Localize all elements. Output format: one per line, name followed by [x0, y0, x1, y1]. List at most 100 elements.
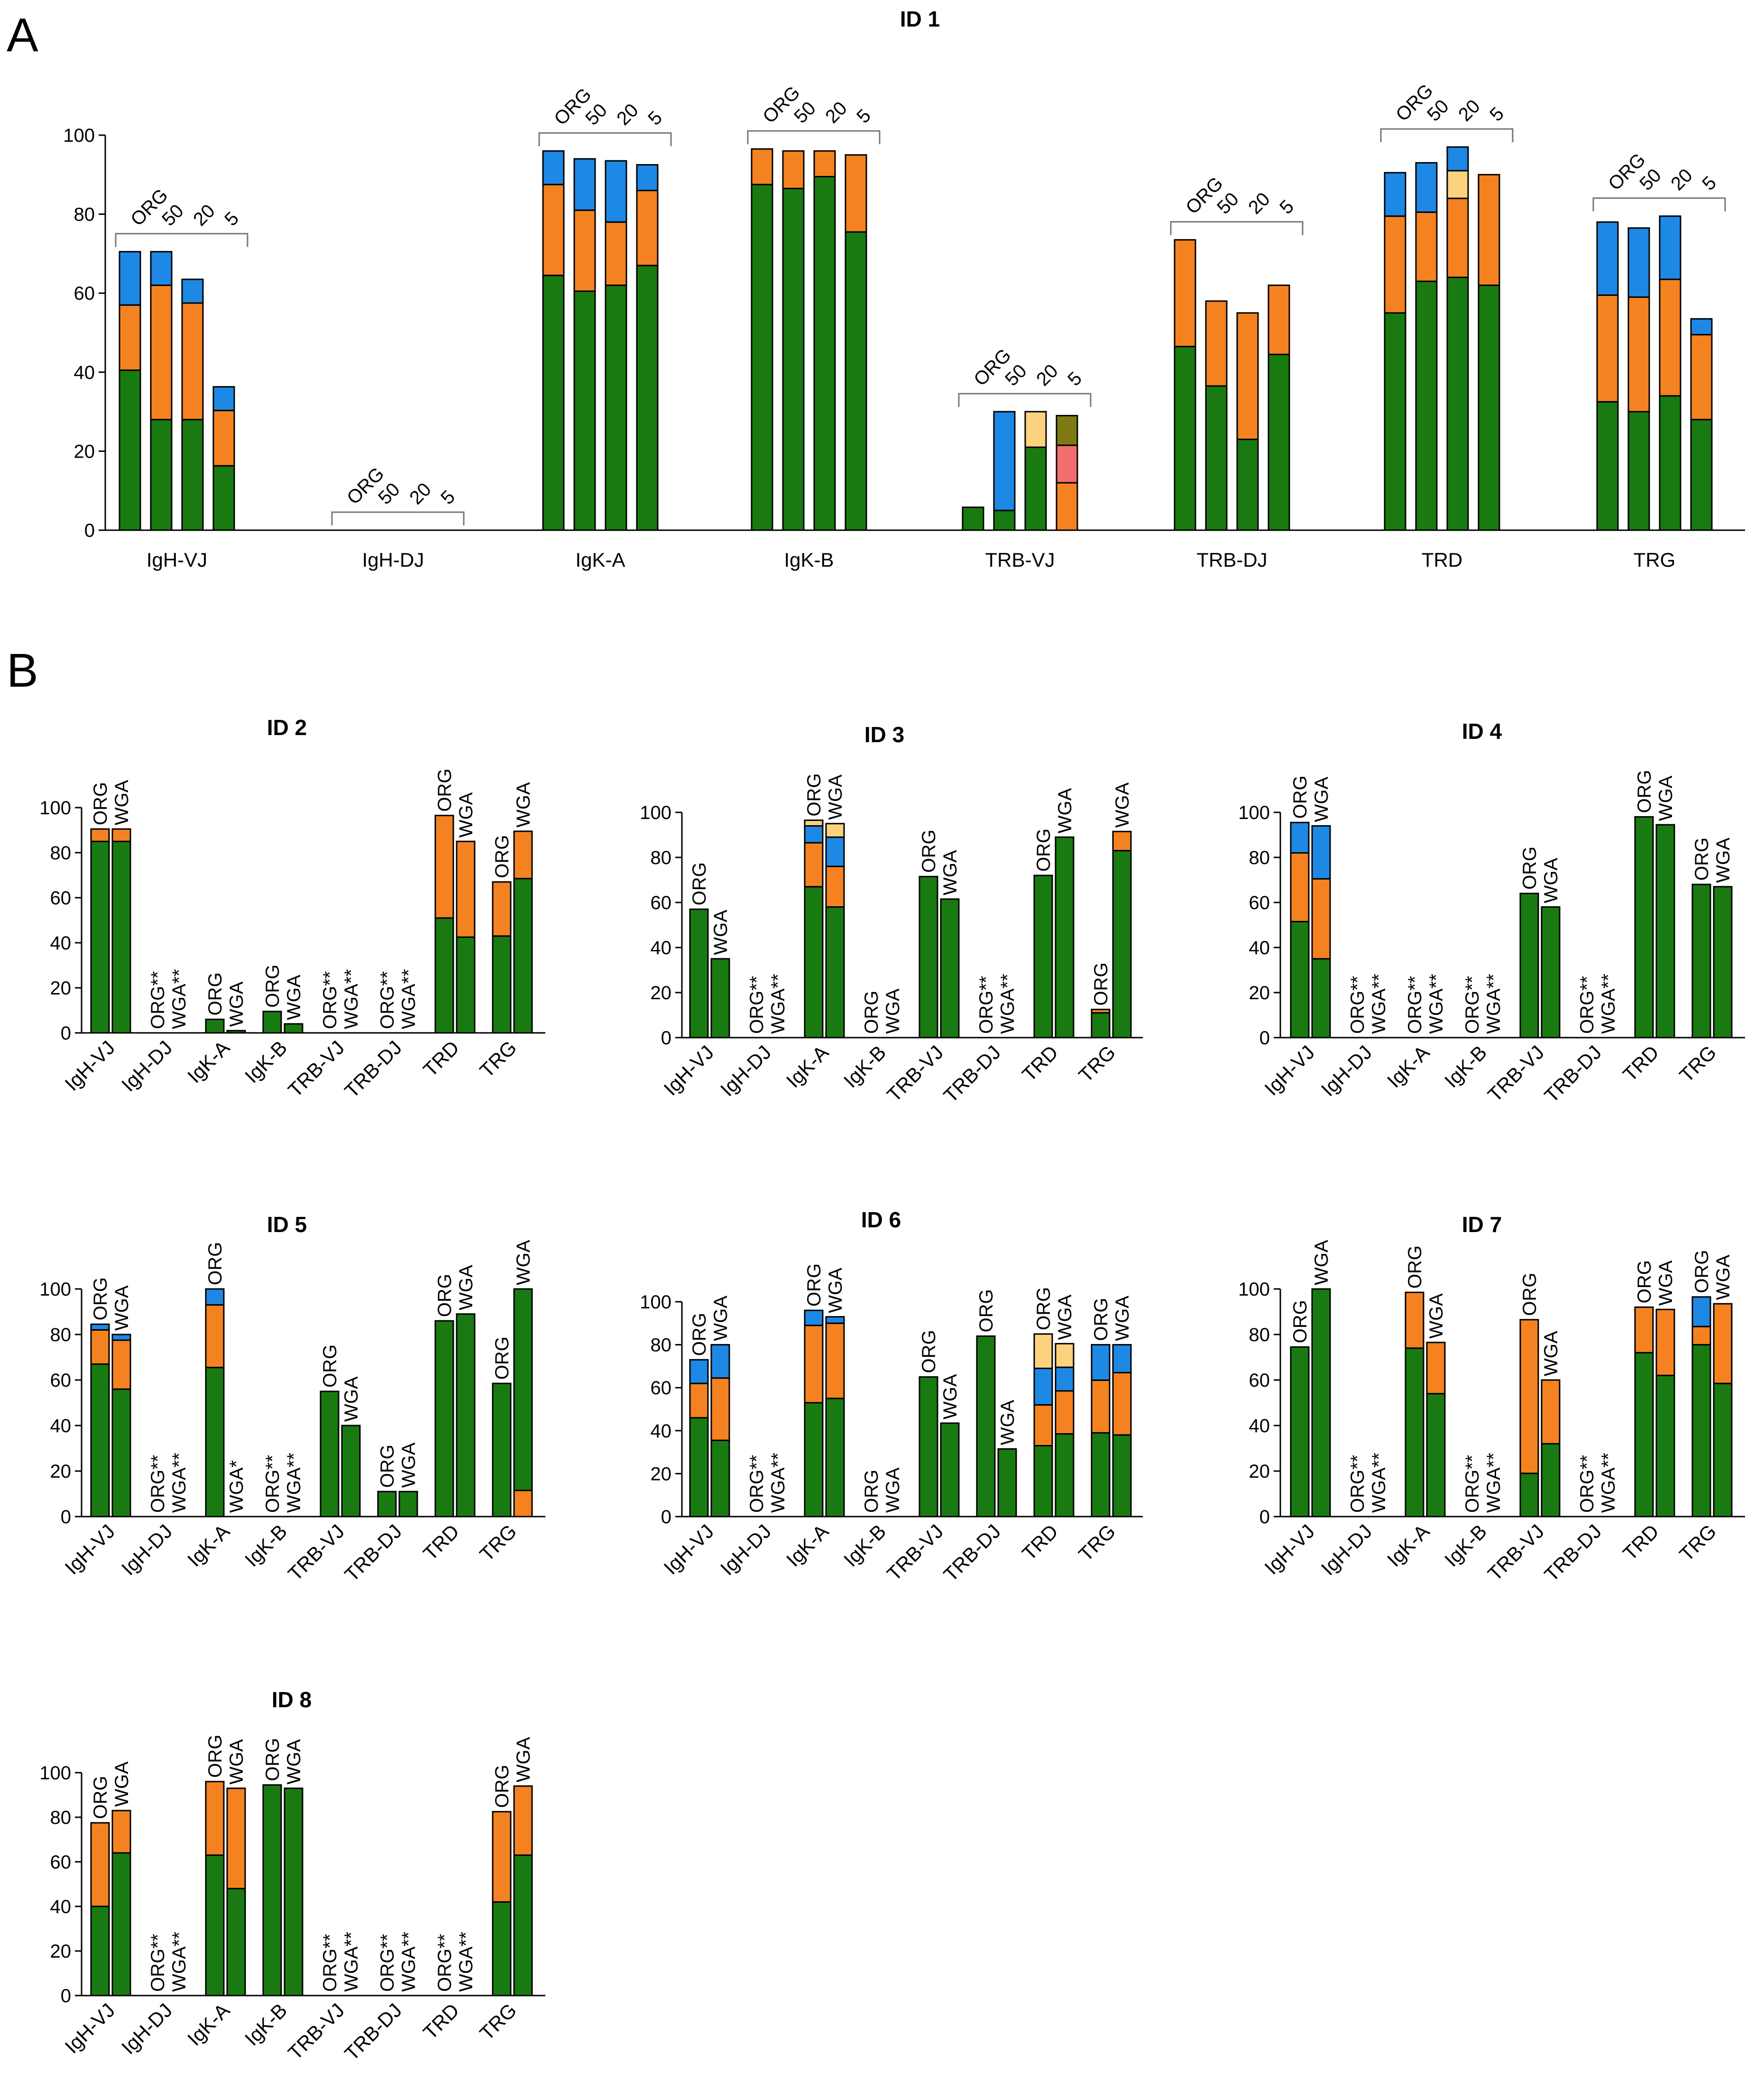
bar-trd-1-seg-1-orange: [1655, 1308, 1675, 1376]
y-tick-label-20: 20: [651, 1463, 672, 1484]
category-label-trb-vj: TRB-VJ: [985, 549, 1055, 571]
bar-igh-vj-1-seg-1-orange: [1311, 878, 1331, 960]
y-tick-label-0: 0: [1259, 1028, 1270, 1049]
bar-label-igk-b-1: WGA**: [1483, 974, 1504, 1034]
bar-igk-a-1-seg-1-orange: [226, 1787, 246, 1889]
bar-trg-3-seg-2-blue: [1690, 318, 1713, 336]
chart-title-id6: ID 6: [861, 1207, 901, 1232]
bar-trg-0-seg-1-orange: [492, 1811, 512, 1903]
bar-igk-b-3-seg-0-green: [845, 231, 867, 531]
bar-trd-0-seg-0-green: [1033, 1445, 1053, 1518]
bar-trd-0-seg-0-green: [1033, 874, 1053, 1039]
bar-trb-vj-0-seg-0-green: [919, 875, 938, 1039]
bar-igk-a-2-seg-1-orange: [605, 221, 627, 286]
bar-label-igk-b-20: 20: [821, 98, 851, 128]
category-label-igh-vj: IgH-VJ: [147, 549, 207, 571]
bar-trb-vj-1-seg-0-green: [940, 1422, 960, 1518]
category-label-igk-b: IgK-B: [240, 1036, 292, 1087]
y-tick-label-100: 100: [39, 1279, 71, 1300]
bar-label-trb-vj-0: ORG: [919, 1330, 939, 1373]
bar-label-trd-0: ORG**: [434, 1934, 455, 1992]
bar-igh-vj-0-seg-1-orange: [689, 1382, 709, 1419]
y-tick-label-100: 100: [39, 798, 71, 819]
bar-label-igh-vj-1: WGA: [111, 780, 132, 825]
bar-label-trg-1: WGA: [513, 782, 534, 828]
bar-trd-0-seg-2-blue: [1384, 172, 1406, 217]
category-label-igk-a: IgK-A: [183, 1520, 234, 1571]
bracket-trd: [1380, 128, 1514, 142]
y-tick-label-80: 80: [50, 843, 72, 864]
bar-trb-dj-3-seg-0-green: [1268, 353, 1290, 531]
bar-igh-vj-0-seg-0-green: [90, 1905, 110, 1997]
bar-label-igk-b-1: WGA: [284, 1739, 304, 1785]
category-label-trd: TRD: [419, 1520, 463, 1564]
bar-trg-1-seg-1-orange: [513, 1785, 533, 1856]
y-tick-label-60: 60: [651, 1378, 672, 1399]
bar-label-trd-1: WGA: [456, 1265, 477, 1310]
y-tick-label-60: 60: [50, 888, 72, 909]
y-tick-label-100: 100: [1238, 802, 1270, 823]
bar-label-trb-dj-0: ORG: [377, 1445, 398, 1488]
bar-trb-dj-1-seg-0-green: [1205, 385, 1228, 531]
bar-igh-vj-1-seg-2-blue: [111, 1334, 131, 1341]
bar-igh-vj-1-seg-2-blue: [1311, 825, 1331, 880]
bar-label-trd-org: ORG: [1392, 80, 1437, 126]
bar-trg-0-seg-0-green: [1091, 1012, 1111, 1039]
bar-trb-dj-0-seg-0-green: [377, 1491, 397, 1518]
bar-label-igh-vj-1: WGA: [111, 1285, 132, 1331]
bar-trd-2-seg-0-green: [1446, 276, 1469, 531]
bar-trg-1-seg-0-green: [1713, 886, 1733, 1039]
bar-igh-vj-3-seg-2-blue: [212, 386, 235, 412]
bar-trd-1-seg-2-blue: [1415, 162, 1438, 213]
bar-trb-vj-2-seg-0-green: [1024, 446, 1047, 531]
bar-trd-0-seg-1-orange: [1634, 1306, 1654, 1353]
bar-trb-vj-2-seg-1-yellow: [1024, 411, 1047, 448]
bar-trg-0-seg-0-green: [1091, 1432, 1111, 1518]
chart-title-id8: ID 8: [272, 1687, 312, 1712]
category-label-trb-dj: TRB-DJ: [340, 1036, 406, 1102]
category-label-igk-a: IgK-A: [782, 1520, 833, 1571]
category-label-trg: TRG: [1074, 1041, 1120, 1086]
bar-trd-1-seg-0-green: [456, 936, 476, 1034]
y-tick-label-20: 20: [50, 1461, 72, 1482]
category-label-trg: TRG: [1074, 1520, 1120, 1565]
bar-label-trd-0: ORG: [1634, 770, 1655, 813]
bar-trb-dj-0-seg-0-green: [1174, 346, 1196, 531]
bar-label-trb-dj-0: ORG**: [377, 1934, 398, 1992]
bar-label-igk-a-1: WGA: [825, 774, 846, 820]
bar-label-trb-dj-20: 20: [1244, 189, 1274, 219]
bar-igh-vj-0-seg-1-orange: [90, 1329, 110, 1365]
bracket-trg: [1592, 197, 1726, 212]
bar-label-trb-vj-1: WGA**: [341, 969, 362, 1029]
bar-trb-vj-0-seg-0-green: [1519, 893, 1539, 1039]
bar-igk-a-3-seg-2-blue: [636, 164, 659, 192]
chart-title-id2: ID 2: [267, 715, 307, 740]
bar-label-igk-a-1: WGA: [825, 1268, 846, 1313]
bar-label-trb-vj-0: ORG: [1519, 1273, 1540, 1316]
category-label-igh-vj: IgH-VJ: [60, 1036, 119, 1095]
category-label-trg: TRG: [475, 1520, 521, 1565]
bar-label-trb-vj-5: 5: [1064, 368, 1086, 390]
bar-igh-vj-1-seg-1-orange: [111, 1339, 131, 1390]
y-tick-label-80: 80: [50, 1325, 72, 1345]
bar-igk-a-0-seg-0-green: [205, 1019, 225, 1034]
y-tick-label-100: 100: [1238, 1279, 1270, 1300]
bar-trg-0-seg-0-green: [1691, 883, 1711, 1039]
bar-igk-a-0-seg-1-orange: [1405, 1291, 1424, 1349]
bar-igh-vj-0-seg-2-blue: [90, 1323, 110, 1331]
bar-trg-0-seg-0-green: [492, 1382, 512, 1518]
bar-trb-vj-1-seg-0-green: [1541, 906, 1561, 1039]
bar-igk-a-0-seg-1-orange: [804, 842, 824, 888]
bar-igk-a-0-seg-0-green: [205, 1854, 225, 1997]
y-tick-label-60: 60: [50, 1370, 72, 1391]
bar-label-trb-vj-0: ORG: [1519, 847, 1540, 890]
bar-igh-vj-0-seg-1-orange: [1290, 852, 1310, 922]
bar-label-trb-dj-0: ORG: [976, 1289, 997, 1332]
bar-label-igk-a-0: ORG**: [1405, 976, 1425, 1034]
bar-igk-a-1-seg-0-green: [226, 1887, 246, 1997]
bar-igh-vj-1-seg-0-green: [710, 958, 730, 1039]
bar-trd-0-seg-1-orange: [434, 815, 454, 919]
bar-igk-b-1-seg-1-orange: [782, 150, 805, 189]
